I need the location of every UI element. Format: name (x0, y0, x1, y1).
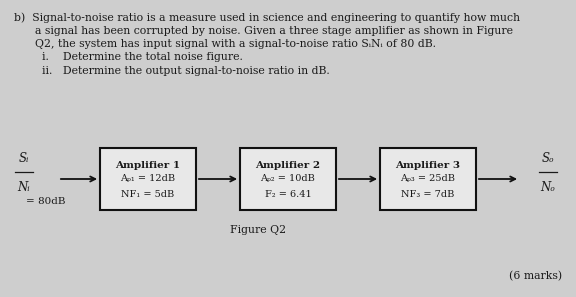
Bar (100, 148, 196, 210)
Text: b)  Signal-to-noise ratio is a measure used in science and engineering to quanti: b) Signal-to-noise ratio is a measure us… (14, 12, 520, 23)
Bar (240, 148, 336, 210)
Text: Aₚ₂ = 10dB: Aₚ₂ = 10dB (260, 175, 316, 184)
Text: (6 marks): (6 marks) (509, 271, 562, 281)
Text: Nₒ: Nₒ (541, 181, 555, 194)
Text: NF₁ = 5dB: NF₁ = 5dB (122, 190, 175, 199)
Text: NF₃ = 7dB: NF₃ = 7dB (401, 190, 454, 199)
Text: Amplifier 3: Amplifier 3 (396, 161, 460, 170)
Text: Sᵢ: Sᵢ (19, 152, 29, 165)
Text: Q2, the system has input signal with a signal-to-noise ratio SᵢNᵢ of 80 dB.: Q2, the system has input signal with a s… (14, 39, 436, 49)
Text: Aₚ₃ = 25dB: Aₚ₃ = 25dB (400, 175, 456, 184)
Text: ii.   Determine the output signal-to-noise ratio in dB.: ii. Determine the output signal-to-noise… (42, 66, 329, 76)
Text: Sₒ: Sₒ (542, 152, 554, 165)
Text: a signal has been corrupted by noise. Given a three stage amplifier as shown in : a signal has been corrupted by noise. Gi… (14, 26, 513, 36)
Text: Amplifier 1: Amplifier 1 (115, 161, 180, 170)
Text: Aₚ₁ = 12dB: Aₚ₁ = 12dB (120, 175, 176, 184)
Text: Figure Q2: Figure Q2 (230, 225, 286, 235)
Text: i.    Determine the total noise figure.: i. Determine the total noise figure. (42, 53, 243, 62)
Text: = 80dB: = 80dB (26, 197, 66, 206)
Text: Amplifier 2: Amplifier 2 (255, 161, 321, 170)
Text: F₂ = 6.41: F₂ = 6.41 (264, 190, 312, 199)
Text: Nᵢ: Nᵢ (18, 181, 31, 194)
Bar (380, 148, 476, 210)
